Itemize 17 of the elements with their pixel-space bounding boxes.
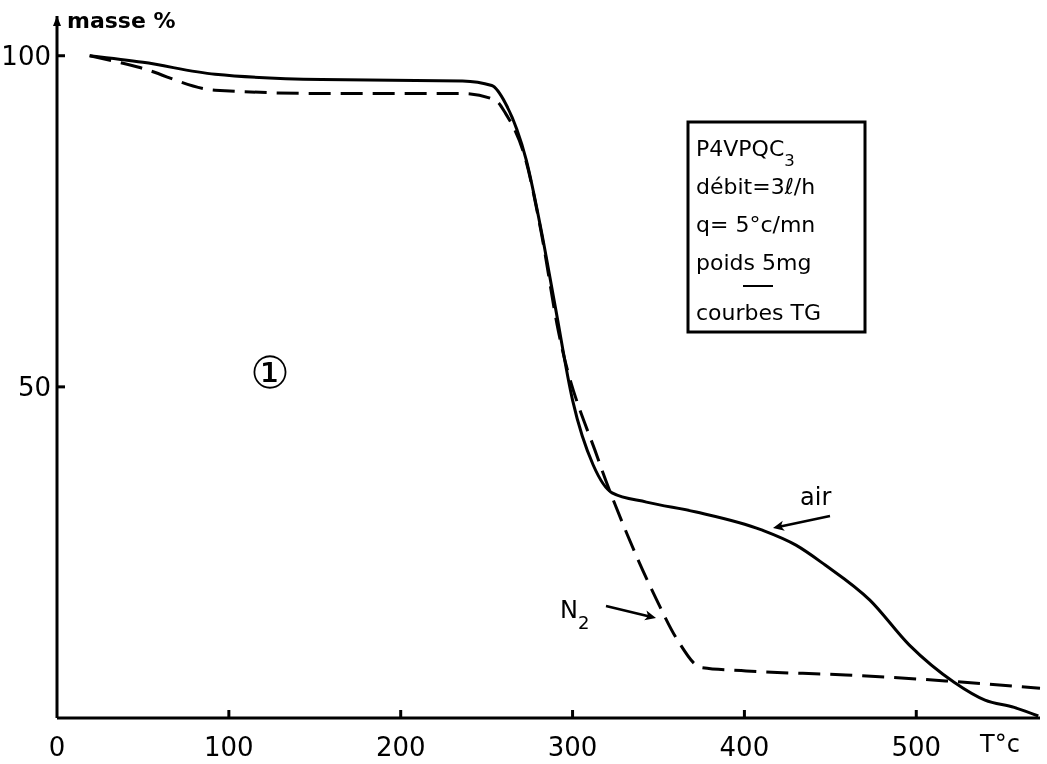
x-tick-label: 100 xyxy=(204,732,254,762)
annotation: q= 5°c/mn xyxy=(696,212,816,237)
annotation: poids 5mg xyxy=(696,250,812,275)
x-tick-label: 500 xyxy=(891,732,942,762)
x-tick-label: 200 xyxy=(375,732,426,762)
y-axis-title: masse % xyxy=(67,8,176,33)
annotation: courbes TG xyxy=(696,300,821,325)
annotation: ① xyxy=(250,347,290,398)
x-axis-title: T°c xyxy=(979,730,1020,758)
series-label: air xyxy=(800,483,832,511)
annotation: débit=3ℓ/h xyxy=(696,174,816,199)
x-tick-label: 400 xyxy=(719,732,770,762)
x-tick-label: 300 xyxy=(547,732,598,762)
y-tick-label: 50 xyxy=(17,371,51,402)
annotation: P4VPQC$_{3}$ xyxy=(696,136,795,170)
legend-label: N$_{2}$ xyxy=(560,596,590,633)
x-tick-label: 0 xyxy=(48,732,66,762)
